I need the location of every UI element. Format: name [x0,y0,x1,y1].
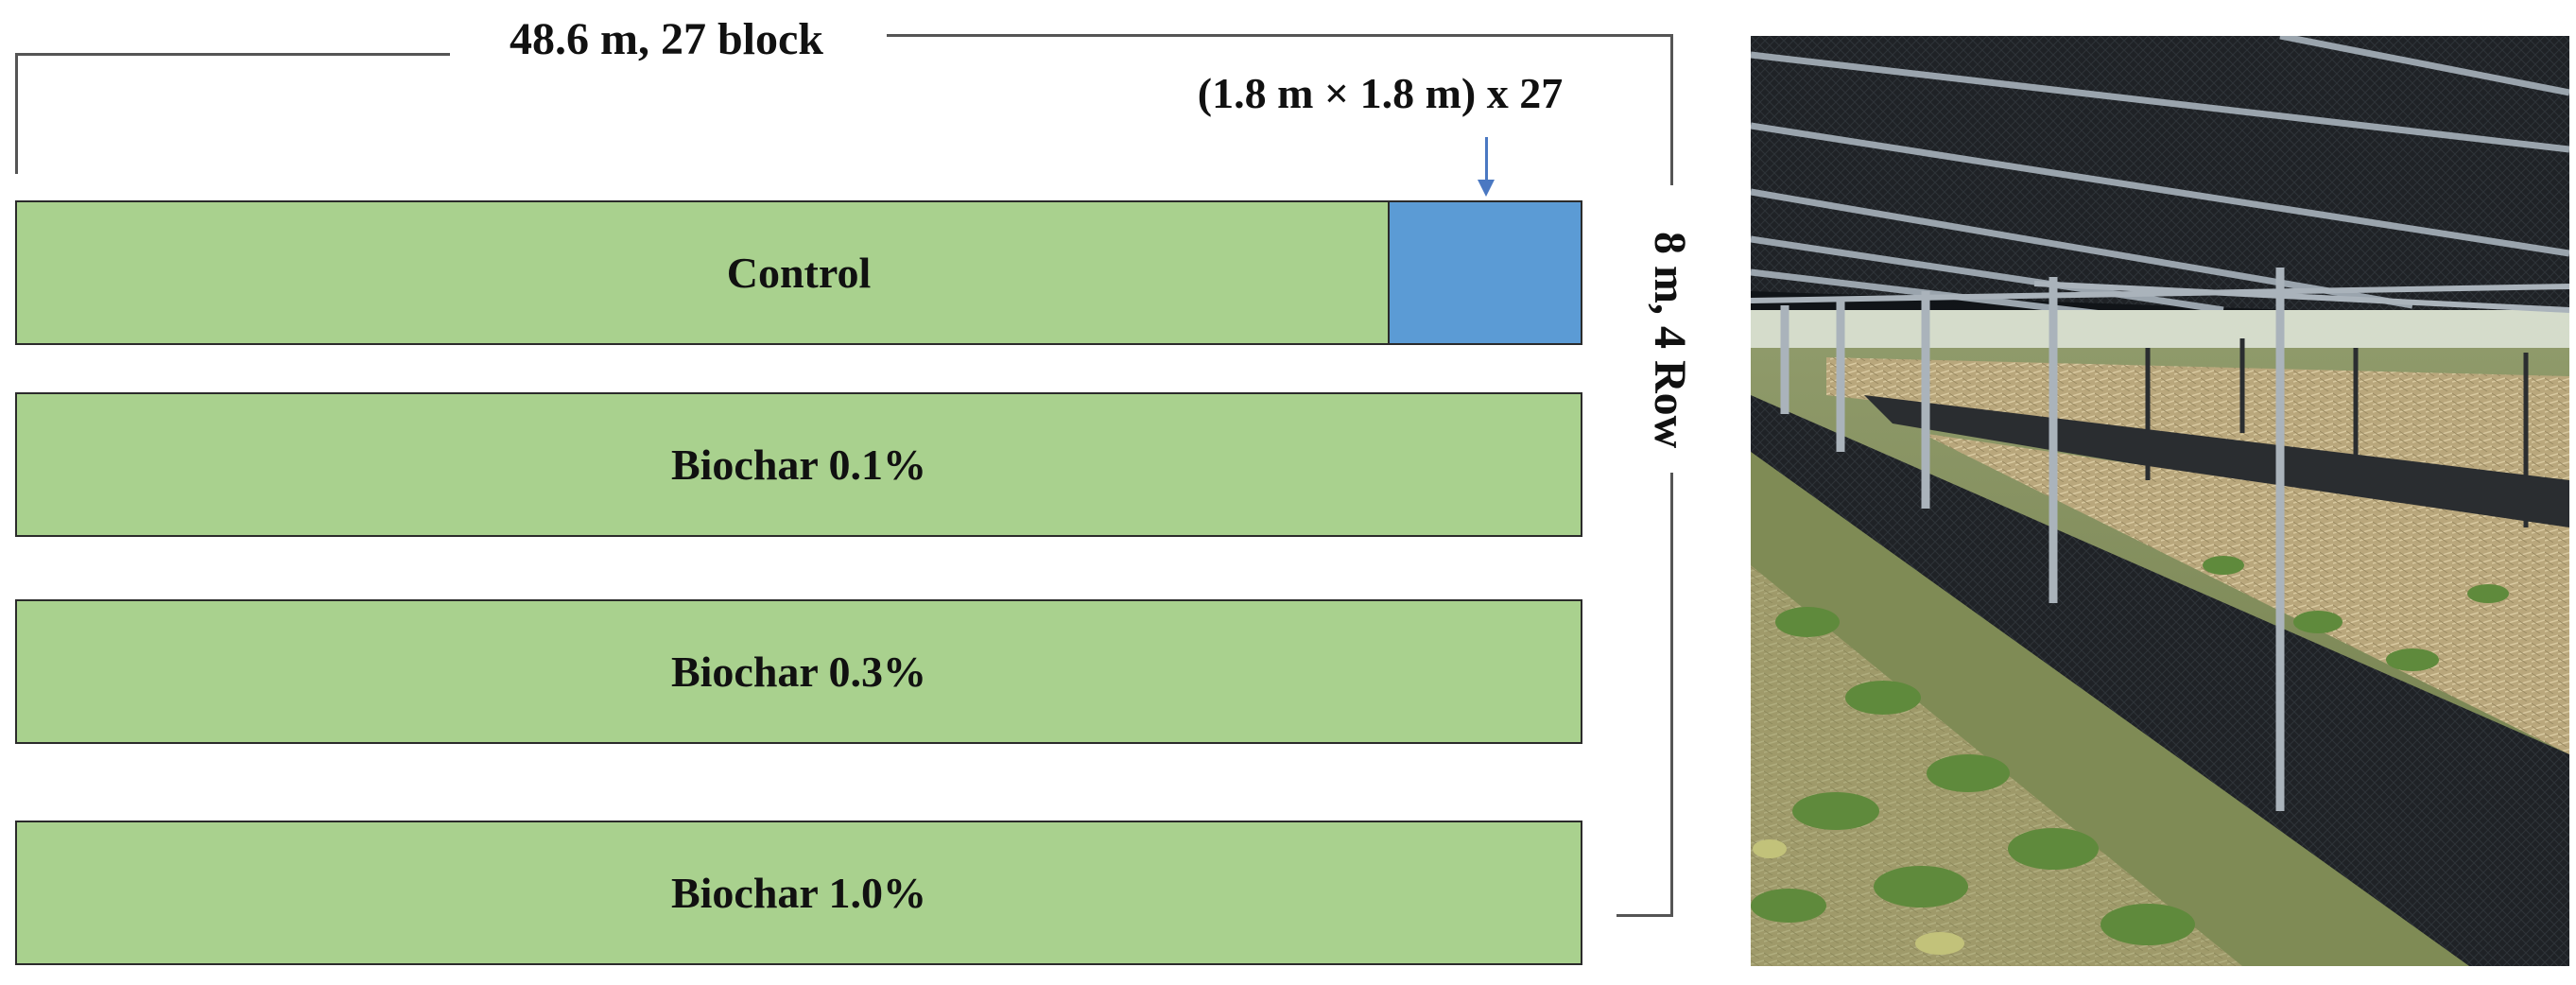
dimension-line-top-left [15,53,18,174]
plot-arrow-icon [1478,180,1495,197]
row-label: Control [726,249,872,297]
row-label: Biochar 1.0% [670,869,927,917]
plot-size-label: (1.8 m × 1.8 m) x 27 [1197,69,1564,117]
treatment-row-biochar-0-1: Biochar 0.1% [15,392,1582,537]
row-label: Biochar 0.3% [670,648,927,696]
treatment-row-biochar-0-3: Biochar 0.3% [15,599,1582,744]
treatment-row-control: Control [15,200,1582,345]
width-dimension-label: 8 m, 4 Row [1645,232,1695,449]
dimension-line-side-bottom [1670,473,1673,917]
treatment-row-biochar-1-0: Biochar 1.0% [15,821,1582,965]
row-label: Biochar 0.1% [670,441,927,489]
field-photo-icon [1751,36,2569,966]
plot-arrow-shaft [1485,137,1488,186]
dimension-line-side-bottom-h [1616,914,1673,917]
dimension-line-side-top [1670,34,1673,185]
length-dimension-label: 48.6 m, 27 block [509,14,823,64]
dimension-line-top-right-h [887,34,1673,37]
dimension-line-top-left-h [15,53,450,56]
plot-block [1388,202,1581,343]
